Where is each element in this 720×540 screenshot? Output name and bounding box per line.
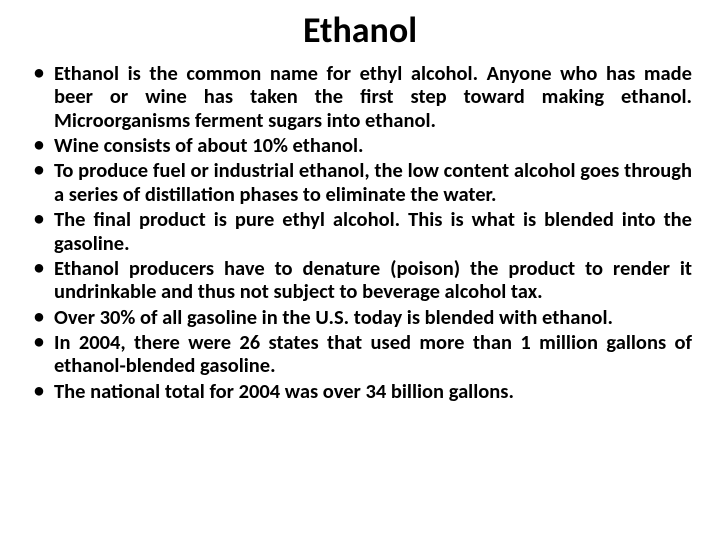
bullet-list: Ethanol is the common name for ethyl alc… bbox=[28, 62, 692, 403]
slide: Ethanol Ethanol is the common name for e… bbox=[0, 0, 720, 540]
list-item: Over 30% of all gasoline in the U.S. tod… bbox=[28, 306, 692, 329]
list-item: To produce fuel or industrial ethanol, t… bbox=[28, 159, 692, 206]
list-item: In 2004, there were 26 states that used … bbox=[28, 331, 692, 378]
list-item: Ethanol is the common name for ethyl alc… bbox=[28, 62, 692, 132]
list-item: Ethanol producers have to denature (pois… bbox=[28, 257, 692, 304]
list-item: The final product is pure ethyl alcohol.… bbox=[28, 208, 692, 255]
list-item: The national total for 2004 was over 34 … bbox=[28, 380, 692, 403]
list-item: Wine consists of about 10% ethanol. bbox=[28, 134, 692, 157]
slide-title: Ethanol bbox=[28, 8, 692, 52]
